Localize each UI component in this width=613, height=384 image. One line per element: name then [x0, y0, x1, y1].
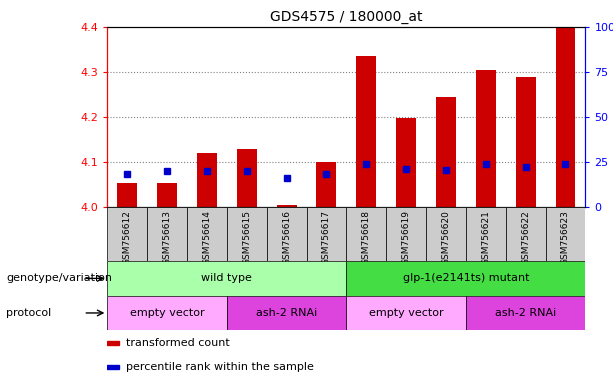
Text: GSM756615: GSM756615 — [242, 210, 251, 265]
Bar — [107, 365, 119, 369]
Text: GSM756617: GSM756617 — [322, 210, 331, 265]
Bar — [506, 207, 546, 261]
Bar — [117, 182, 137, 207]
Text: empty vector: empty vector — [130, 308, 204, 318]
Text: glp-1(e2141ts) mutant: glp-1(e2141ts) mutant — [403, 273, 529, 283]
Bar — [107, 296, 227, 330]
Bar — [426, 207, 466, 261]
Text: GSM756613: GSM756613 — [162, 210, 172, 265]
Bar — [107, 261, 346, 296]
Bar — [476, 70, 496, 207]
Bar — [227, 207, 267, 261]
Text: protocol: protocol — [6, 308, 51, 318]
Bar — [346, 296, 466, 330]
Text: GSM756619: GSM756619 — [402, 210, 411, 265]
Bar — [346, 261, 585, 296]
Bar — [546, 207, 585, 261]
Bar — [267, 207, 306, 261]
Bar — [386, 207, 426, 261]
Bar — [356, 56, 376, 207]
Text: genotype/variation: genotype/variation — [6, 273, 112, 283]
Text: GSM756612: GSM756612 — [123, 210, 132, 265]
Bar — [107, 341, 119, 345]
Text: percentile rank within the sample: percentile rank within the sample — [126, 362, 314, 372]
Bar — [237, 149, 257, 207]
Text: empty vector: empty vector — [369, 308, 443, 318]
Text: GSM756621: GSM756621 — [481, 210, 490, 265]
Text: ash-2 RNAi: ash-2 RNAi — [256, 308, 317, 318]
Text: GSM756614: GSM756614 — [202, 210, 211, 265]
Bar — [107, 207, 147, 261]
Title: GDS4575 / 180000_at: GDS4575 / 180000_at — [270, 10, 422, 25]
Bar — [197, 153, 217, 207]
Bar — [306, 207, 346, 261]
Text: GSM756618: GSM756618 — [362, 210, 371, 265]
Bar — [555, 27, 576, 207]
Bar — [466, 207, 506, 261]
Bar — [276, 205, 297, 207]
Bar — [396, 118, 416, 207]
Text: ash-2 RNAi: ash-2 RNAi — [495, 308, 556, 318]
Bar — [516, 76, 536, 207]
Bar — [227, 296, 346, 330]
Bar — [157, 182, 177, 207]
Bar — [436, 97, 456, 207]
Bar — [346, 207, 386, 261]
Bar — [187, 207, 227, 261]
Bar — [466, 296, 585, 330]
Text: GSM756620: GSM756620 — [441, 210, 451, 265]
Text: wild type: wild type — [202, 273, 252, 283]
Bar — [316, 162, 337, 207]
Text: GSM756616: GSM756616 — [282, 210, 291, 265]
Bar — [147, 207, 187, 261]
Text: transformed count: transformed count — [126, 338, 230, 348]
Text: GSM756623: GSM756623 — [561, 210, 570, 265]
Text: GSM756622: GSM756622 — [521, 210, 530, 265]
